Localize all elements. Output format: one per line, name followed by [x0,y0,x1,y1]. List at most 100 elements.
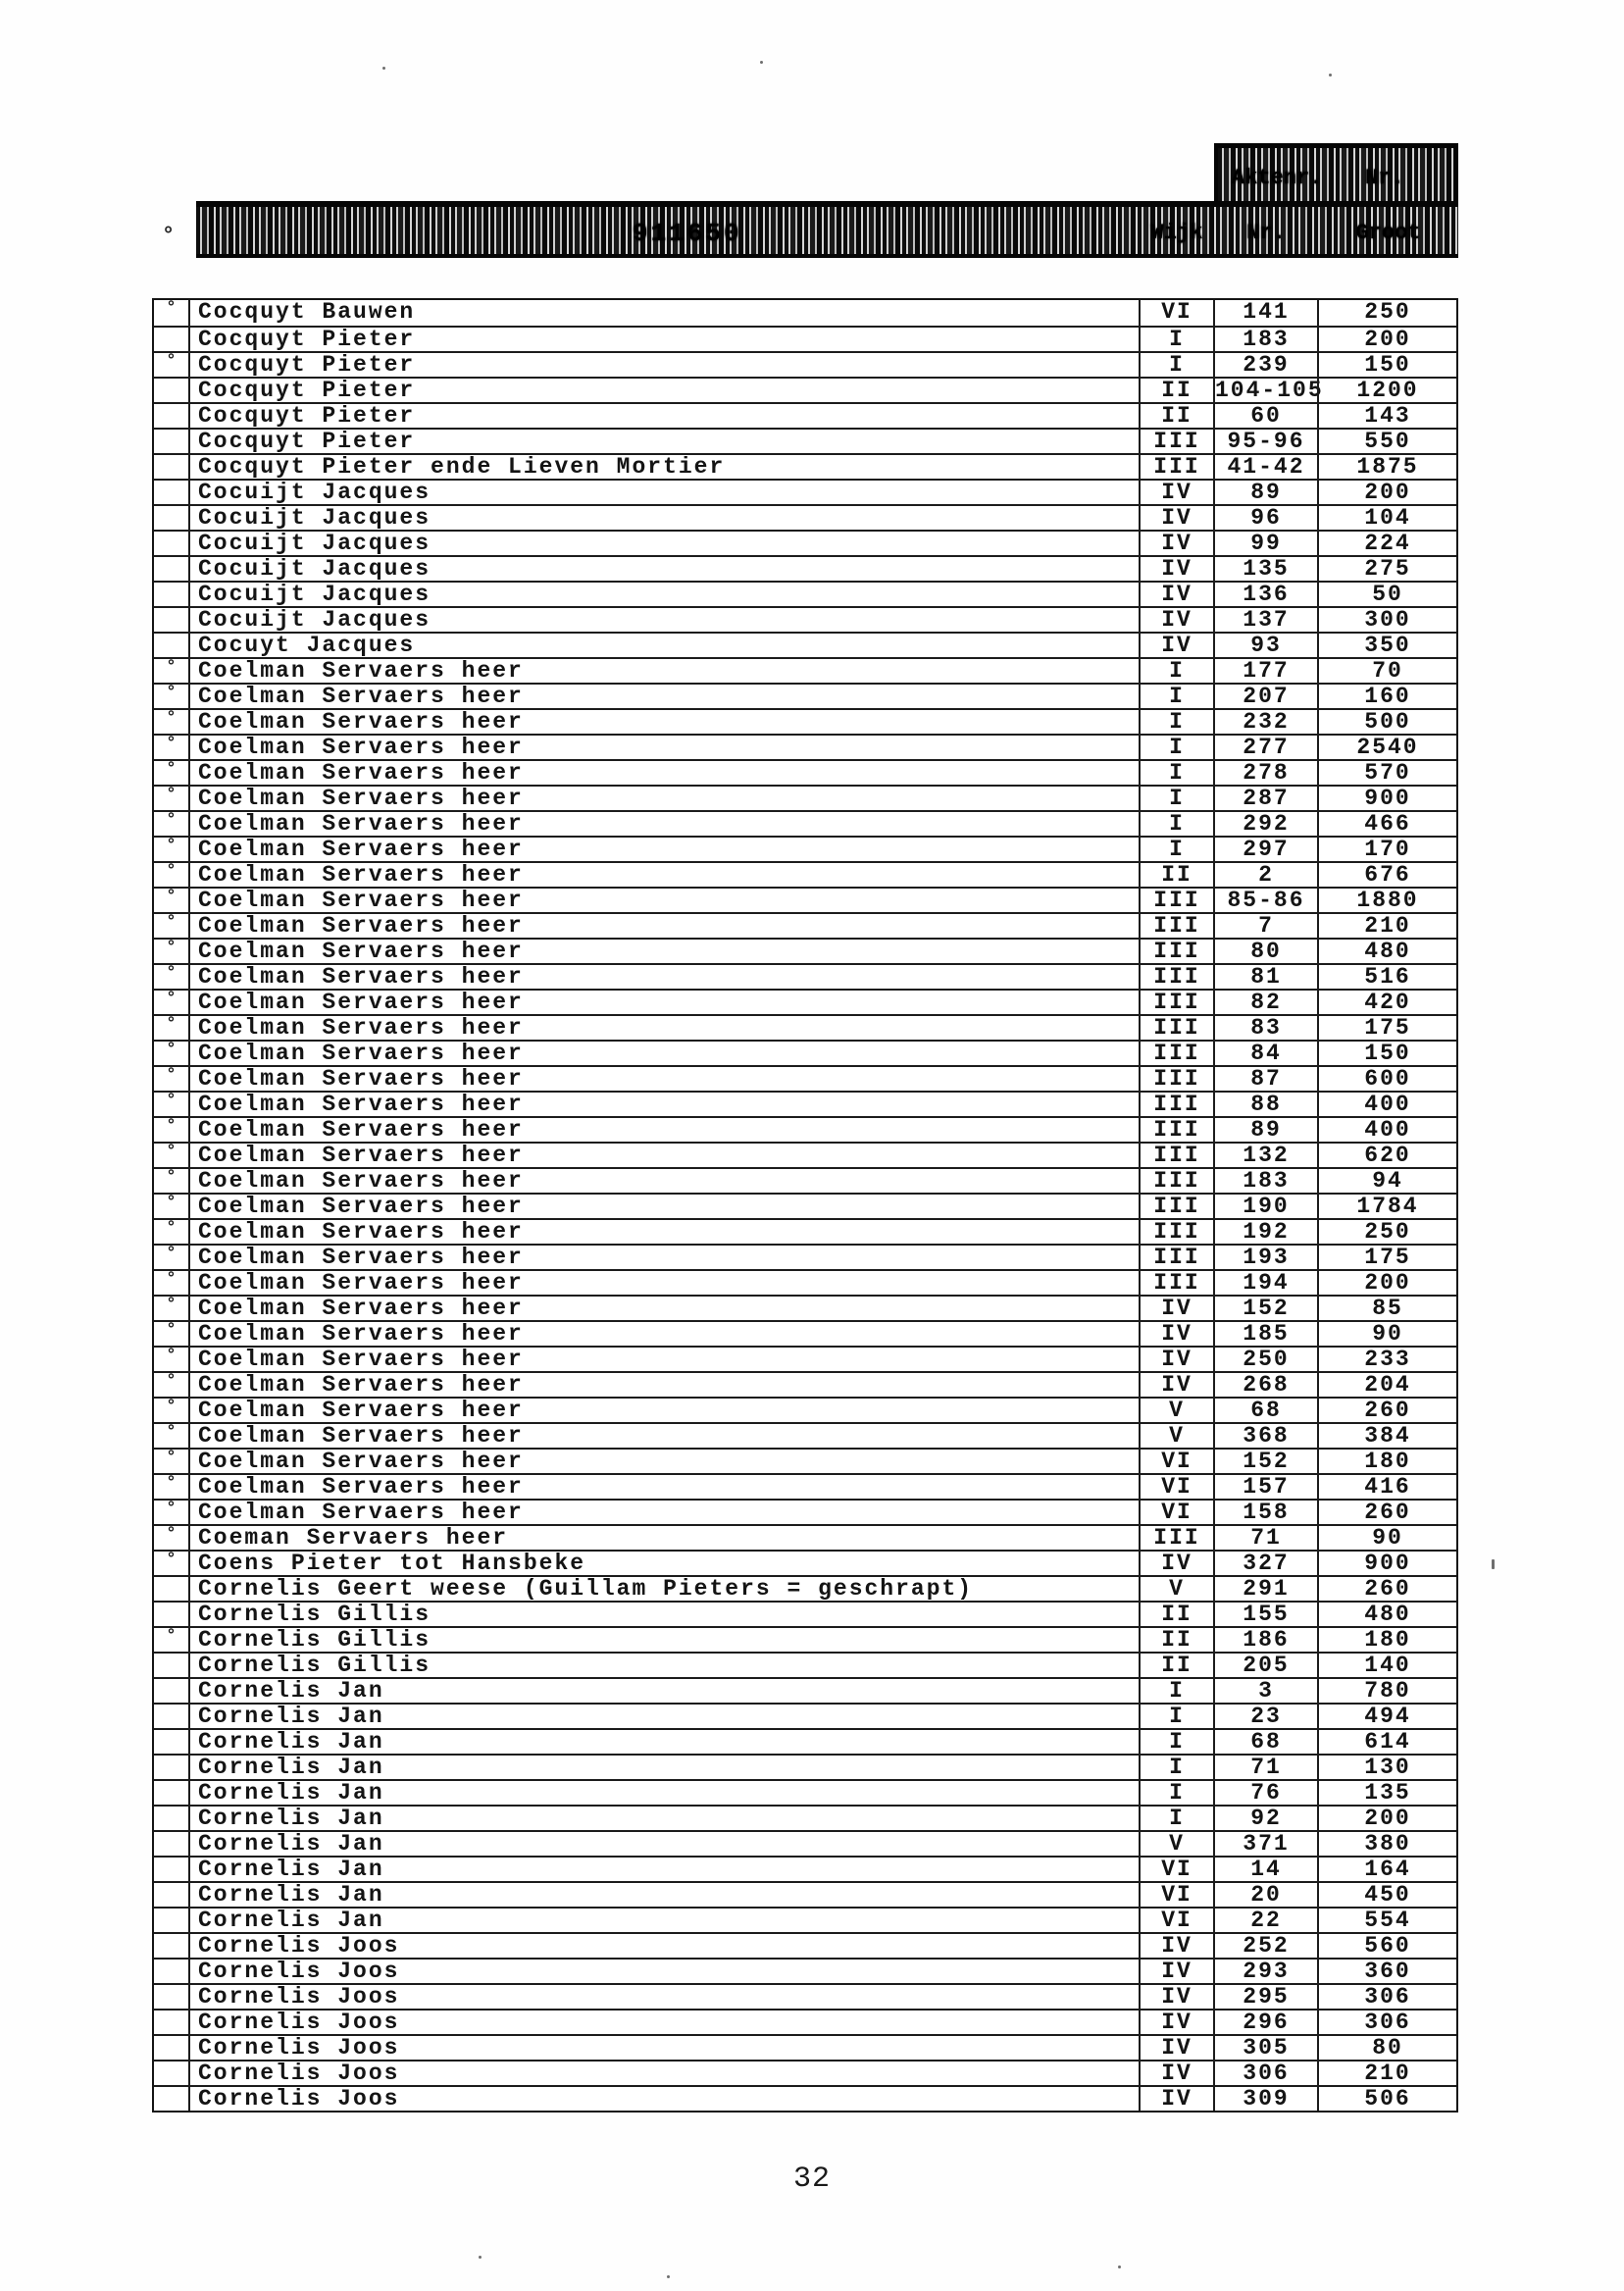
wijk-value: IV [1139,1348,1213,1371]
nr-value: 193 [1213,1246,1317,1269]
owner-name: Coelman Servaers heer [188,1093,1139,1116]
wijk-value: V [1139,1399,1213,1422]
wijk-value: III [1139,1195,1213,1218]
owner-name: Cocuyt Jacques [188,634,1139,657]
table-row: ° Cocquyt Bauwen VI 141 250 [154,300,1456,326]
page-number: 32 [792,2163,831,2196]
owner-name: Cornelis Jan [188,1858,1139,1881]
groot-value: 306 [1317,1985,1456,2009]
table-row: Cocuijt Jacques IV 136 50 [154,581,1456,606]
wijk-value: III [1139,455,1213,479]
groot-value: 1784 [1317,1195,1456,1218]
groot-value: 164 [1317,1858,1456,1881]
groot-value: 175 [1317,1016,1456,1040]
wijk-value: I [1139,685,1213,708]
wijk-value: IV [1139,2036,1213,2060]
owner-marker [154,2011,188,2034]
owner-name: Coelman Servaers heer [188,1144,1139,1167]
wijk-value: VI [1139,1450,1213,1473]
owner-name: Coelman Servaers heer [188,1118,1139,1142]
table-row: ° Coelman Servaers heer I 277 2540 [154,734,1456,759]
owner-marker: ° [166,786,177,804]
owner-name: Coelman Servaers heer [188,965,1139,989]
owner-marker: ° [166,299,177,318]
table-row: ° Coelman Servaers heer VI 157 416 [154,1473,1456,1499]
owner-marker: ° [166,1219,177,1238]
wijk-value: VI [1139,1501,1213,1524]
groot-value: 150 [1317,353,1456,377]
table-row: Cornelis Gillis II 155 480 [154,1601,1456,1626]
nr-value: 71 [1213,1756,1317,1779]
nr-value: 291 [1213,1577,1317,1601]
wijk-value: III [1139,940,1213,963]
owner-marker: ° [166,1296,177,1314]
nr-value: 23 [1213,1705,1317,1728]
owner-name: Coelman Servaers heer [188,659,1139,683]
table-row: Cornelis Jan I 68 614 [154,1728,1456,1754]
owner-name: Cocquyt Bauwen [188,300,1139,326]
owner-name: Coelman Servaers heer [188,863,1139,887]
table-row: ° Coelman Servaers heer III 84 150 [154,1040,1456,1065]
nr-value: 141 [1213,300,1317,326]
owner-marker [154,1654,188,1677]
owner-marker: ° [166,1194,177,1212]
owner-name: Coeman Servaers heer [188,1526,1139,1550]
table-row: Cornelis Jan I 92 200 [154,1805,1456,1830]
groot-value: 2540 [1317,736,1456,759]
table-row: ° Cornelis Gillis II 186 180 [154,1626,1456,1652]
wijk-value: I [1139,659,1213,683]
nr-value: 81 [1213,965,1317,989]
owner-marker [154,1832,188,1856]
table-row: Cornelis Joos IV 252 560 [154,1932,1456,1958]
owner-name: Coelman Servaers heer [188,940,1139,963]
owner-marker: ° [166,913,177,932]
groot-value: 143 [1317,404,1456,428]
nr-value: 76 [1213,1781,1317,1805]
groot-value: 94 [1317,1169,1456,1193]
groot-value: 50 [1317,583,1456,606]
table-row: ° Coelman Servaers heer I 207 160 [154,683,1456,708]
table-row: ° Coelman Servaers heer I 297 170 [154,836,1456,861]
wijk-value: I [1139,1730,1213,1754]
table-row: Cornelis Joos IV 306 210 [154,2060,1456,2085]
nr-value: 92 [1213,1807,1317,1830]
nr-value: 305 [1213,2036,1317,2060]
nr-value: 84 [1213,1042,1317,1065]
nr-value: 293 [1213,1960,1317,1983]
wijk-value: VI [1139,1909,1213,1932]
table-row: Cocuijt Jacques IV 135 275 [154,555,1456,581]
nr-value: 252 [1213,1934,1317,1958]
table-row: Cocuijt Jacques IV 89 200 [154,479,1456,504]
owner-marker: ° [166,888,177,906]
owner-marker: ° [166,1551,177,1569]
nr-value: 158 [1213,1501,1317,1524]
wijk-value: II [1139,863,1213,887]
wijk-value: I [1139,736,1213,759]
owner-marker: ° [166,990,177,1008]
table-row: Cornelis Joos IV 305 80 [154,2034,1456,2060]
owner-marker: ° [166,1117,177,1136]
nr-value: 68 [1213,1399,1317,1422]
groot-value: 204 [1317,1373,1456,1397]
groot-value: 160 [1317,685,1456,708]
table-row: Cornelis Jan V 371 380 [154,1830,1456,1856]
owner-name: Cocuijt Jacques [188,608,1139,632]
owner-name: Coelman Servaers heer [188,761,1139,785]
table-row: ° Coelman Servaers heer VI 158 260 [154,1499,1456,1524]
owner-marker [154,2087,188,2111]
table-row: ° Coelman Servaers heer III 80 480 [154,938,1456,963]
table-row: Cornelis Jan I 71 130 [154,1754,1456,1779]
owner-marker: ° [166,1398,177,1416]
owner-marker [154,1909,188,1932]
owner-name: Coelman Servaers heer [188,710,1139,734]
owner-marker: ° [166,760,177,779]
table-row: Cocquyt Pieter ende Lieven Mortier III 4… [154,453,1456,479]
table-row: ° Coelman Servaers heer III 88 400 [154,1091,1456,1116]
owner-name: Cornelis Geert weese (Guillam Pieters = … [188,1577,1139,1601]
wijk-value: III [1139,1144,1213,1167]
owner-marker [154,634,188,657]
nr-value: 96 [1213,506,1317,530]
table-row: ° Coelman Servaers heer I 232 500 [154,708,1456,734]
nr-value: 104-105 [1213,378,1324,403]
wijk-value: I [1139,328,1213,351]
